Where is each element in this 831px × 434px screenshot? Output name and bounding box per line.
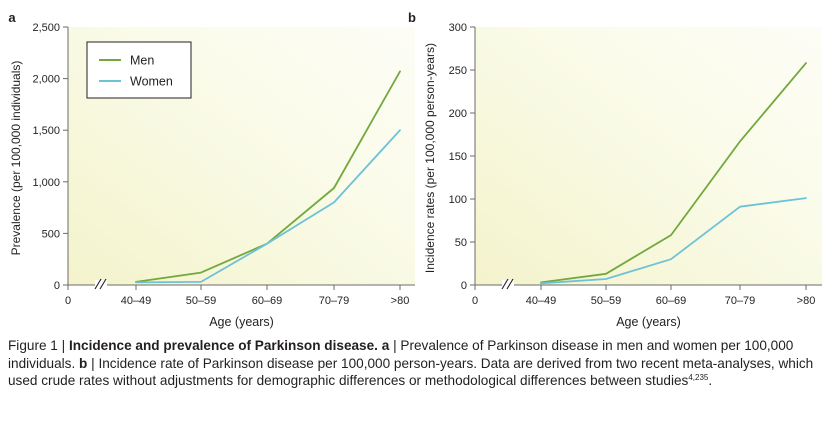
caption-panel-b-text: | Incidence rate of Parkinson disease pe… (8, 355, 814, 389)
panel-a-x-tick-label: 70–79 (319, 295, 350, 307)
panel-a-y-tick-label: 2,500 (32, 22, 60, 34)
panel-a-x-origin-label: 0 (65, 295, 71, 307)
caption-prefix: Figure 1 | (8, 338, 69, 353)
panel-b-axis-break-mark (501, 278, 509, 290)
panel-b-series-men-line (540, 62, 807, 284)
panel-a-y-tick-label: 1,000 (32, 177, 60, 189)
caption-references: 4,235 (688, 373, 709, 383)
panel-b-x-tick-label: 40–49 (526, 295, 557, 307)
panel-b-y-tick-label: 100 (449, 194, 467, 206)
panel-b-axis-break-mark (506, 278, 514, 290)
panel-b-y-tick-label: 50 (455, 237, 467, 249)
legend-label-men: Men (130, 54, 154, 68)
panel-a-y-tick-label: 0 (54, 280, 60, 292)
panel-b-y-tick-label: 250 (449, 65, 467, 77)
panel-b-letter: b (408, 10, 416, 25)
caption-title: Incidence and prevalence of Parkinson di… (68, 338, 378, 353)
panel-a-x-tick-label: 50–59 (186, 295, 217, 307)
caption-panel-a-text: | Prevalence of Parkinson disease in men… (8, 338, 794, 371)
figure-caption: Figure 1 | Incidence and prevalence of P… (8, 337, 823, 390)
panel-a-y-tick-label: 1,500 (32, 125, 60, 137)
panel-a-axis-break-gap (95, 280, 107, 290)
panel-b-x-tick-label: 50–59 (591, 295, 622, 307)
panel-a-x-tick-label: 60–69 (252, 295, 283, 307)
panel-a-legend-box (86, 41, 192, 99)
panel-b-y-tick-label: 0 (461, 280, 467, 292)
panel-b-series-women-line (540, 197, 807, 285)
panel-a-y-tick-label: 2,000 (32, 74, 60, 86)
panel-b-plot-area (475, 27, 822, 285)
panel-b-y-axis-label: Incidence rates (per 100,000 person-year… (423, 43, 437, 273)
panel-a-axis-break-mark (99, 278, 107, 290)
panel-a-x-tick-label: 40–49 (121, 295, 152, 307)
panel-a-y-tick-label: 500 (42, 228, 60, 240)
caption-panel-b-label: b (75, 355, 88, 371)
panel-b-x-tick-label: 60–69 (656, 295, 687, 307)
panel-b-x-origin-label: 0 (472, 295, 478, 307)
panel-b-y-tick-label: 300 (449, 22, 467, 34)
panel-a-letter: a (8, 10, 16, 25)
panel-a-y-axis-label: Prevalence (per 100,000 individuals) (9, 61, 23, 256)
panel-b-x-tick-label: 70–79 (725, 295, 756, 307)
caption-panel-a-label: a (377, 338, 390, 353)
panel-a-series-women-line (135, 129, 401, 284)
panel-b-y-tick-label: 200 (449, 108, 467, 120)
panel-a-x-axis-label: Age (years) (209, 315, 274, 329)
legend-label-women: Women (130, 75, 173, 89)
panel-a-axis-break-mark (94, 278, 102, 290)
panel-b-axis-break-gap (502, 280, 514, 290)
panel-b-x-tick-label: >80 (797, 295, 816, 307)
panel-a-x-tick-label: >80 (391, 295, 410, 307)
panel-b-x-axis-label: Age (years) (616, 315, 681, 329)
caption-end: . (708, 373, 713, 389)
panel-b-y-tick-label: 150 (449, 151, 467, 163)
